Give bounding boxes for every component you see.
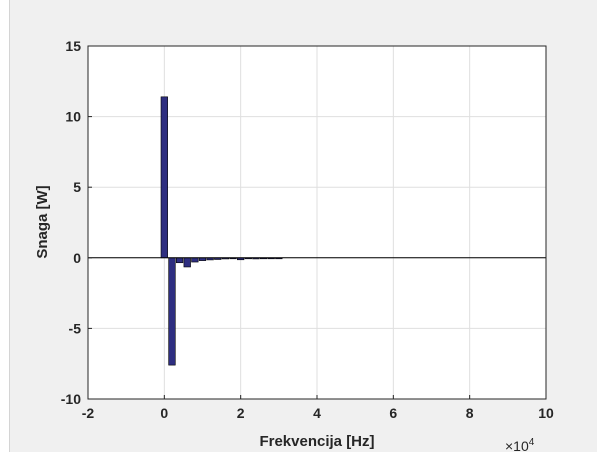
x-tick-label: 10 [538,405,554,421]
x-axis-exponent-power: 4 [529,437,535,448]
bar [168,257,176,366]
figure-left-border [9,0,10,452]
bar [191,257,199,263]
bar [160,96,168,259]
y-tick-label: 15 [65,38,81,54]
x-tick-label: 6 [389,405,397,421]
y-tick-label: 0 [73,250,81,266]
x-axis-exponent-base: ×10 [505,438,529,452]
x-axis-label: Frekvencija [Hz] [259,433,374,450]
y-tick-labels: -10 -5 0 5 10 15 [61,38,92,407]
x-tick-labels: -2 0 2 4 6 8 10 [82,395,554,421]
x-tick-label: 4 [313,405,321,421]
y-axis-label: Snaga [W] [34,185,51,258]
y-tick-label: 10 [65,109,81,125]
x-tick-label: 8 [466,405,474,421]
y-tick-label: 5 [73,179,81,195]
x-tick-label: -2 [82,405,95,421]
y-tick-label: -10 [61,391,81,407]
x-tick-label: 2 [237,405,245,421]
x-axis-exponent: ×104 [505,437,535,452]
figure-left-edge [0,0,10,452]
bar [183,257,191,268]
bar [175,257,184,264]
y-tick-label: -5 [69,320,82,336]
x-tick-label: 0 [160,405,168,421]
